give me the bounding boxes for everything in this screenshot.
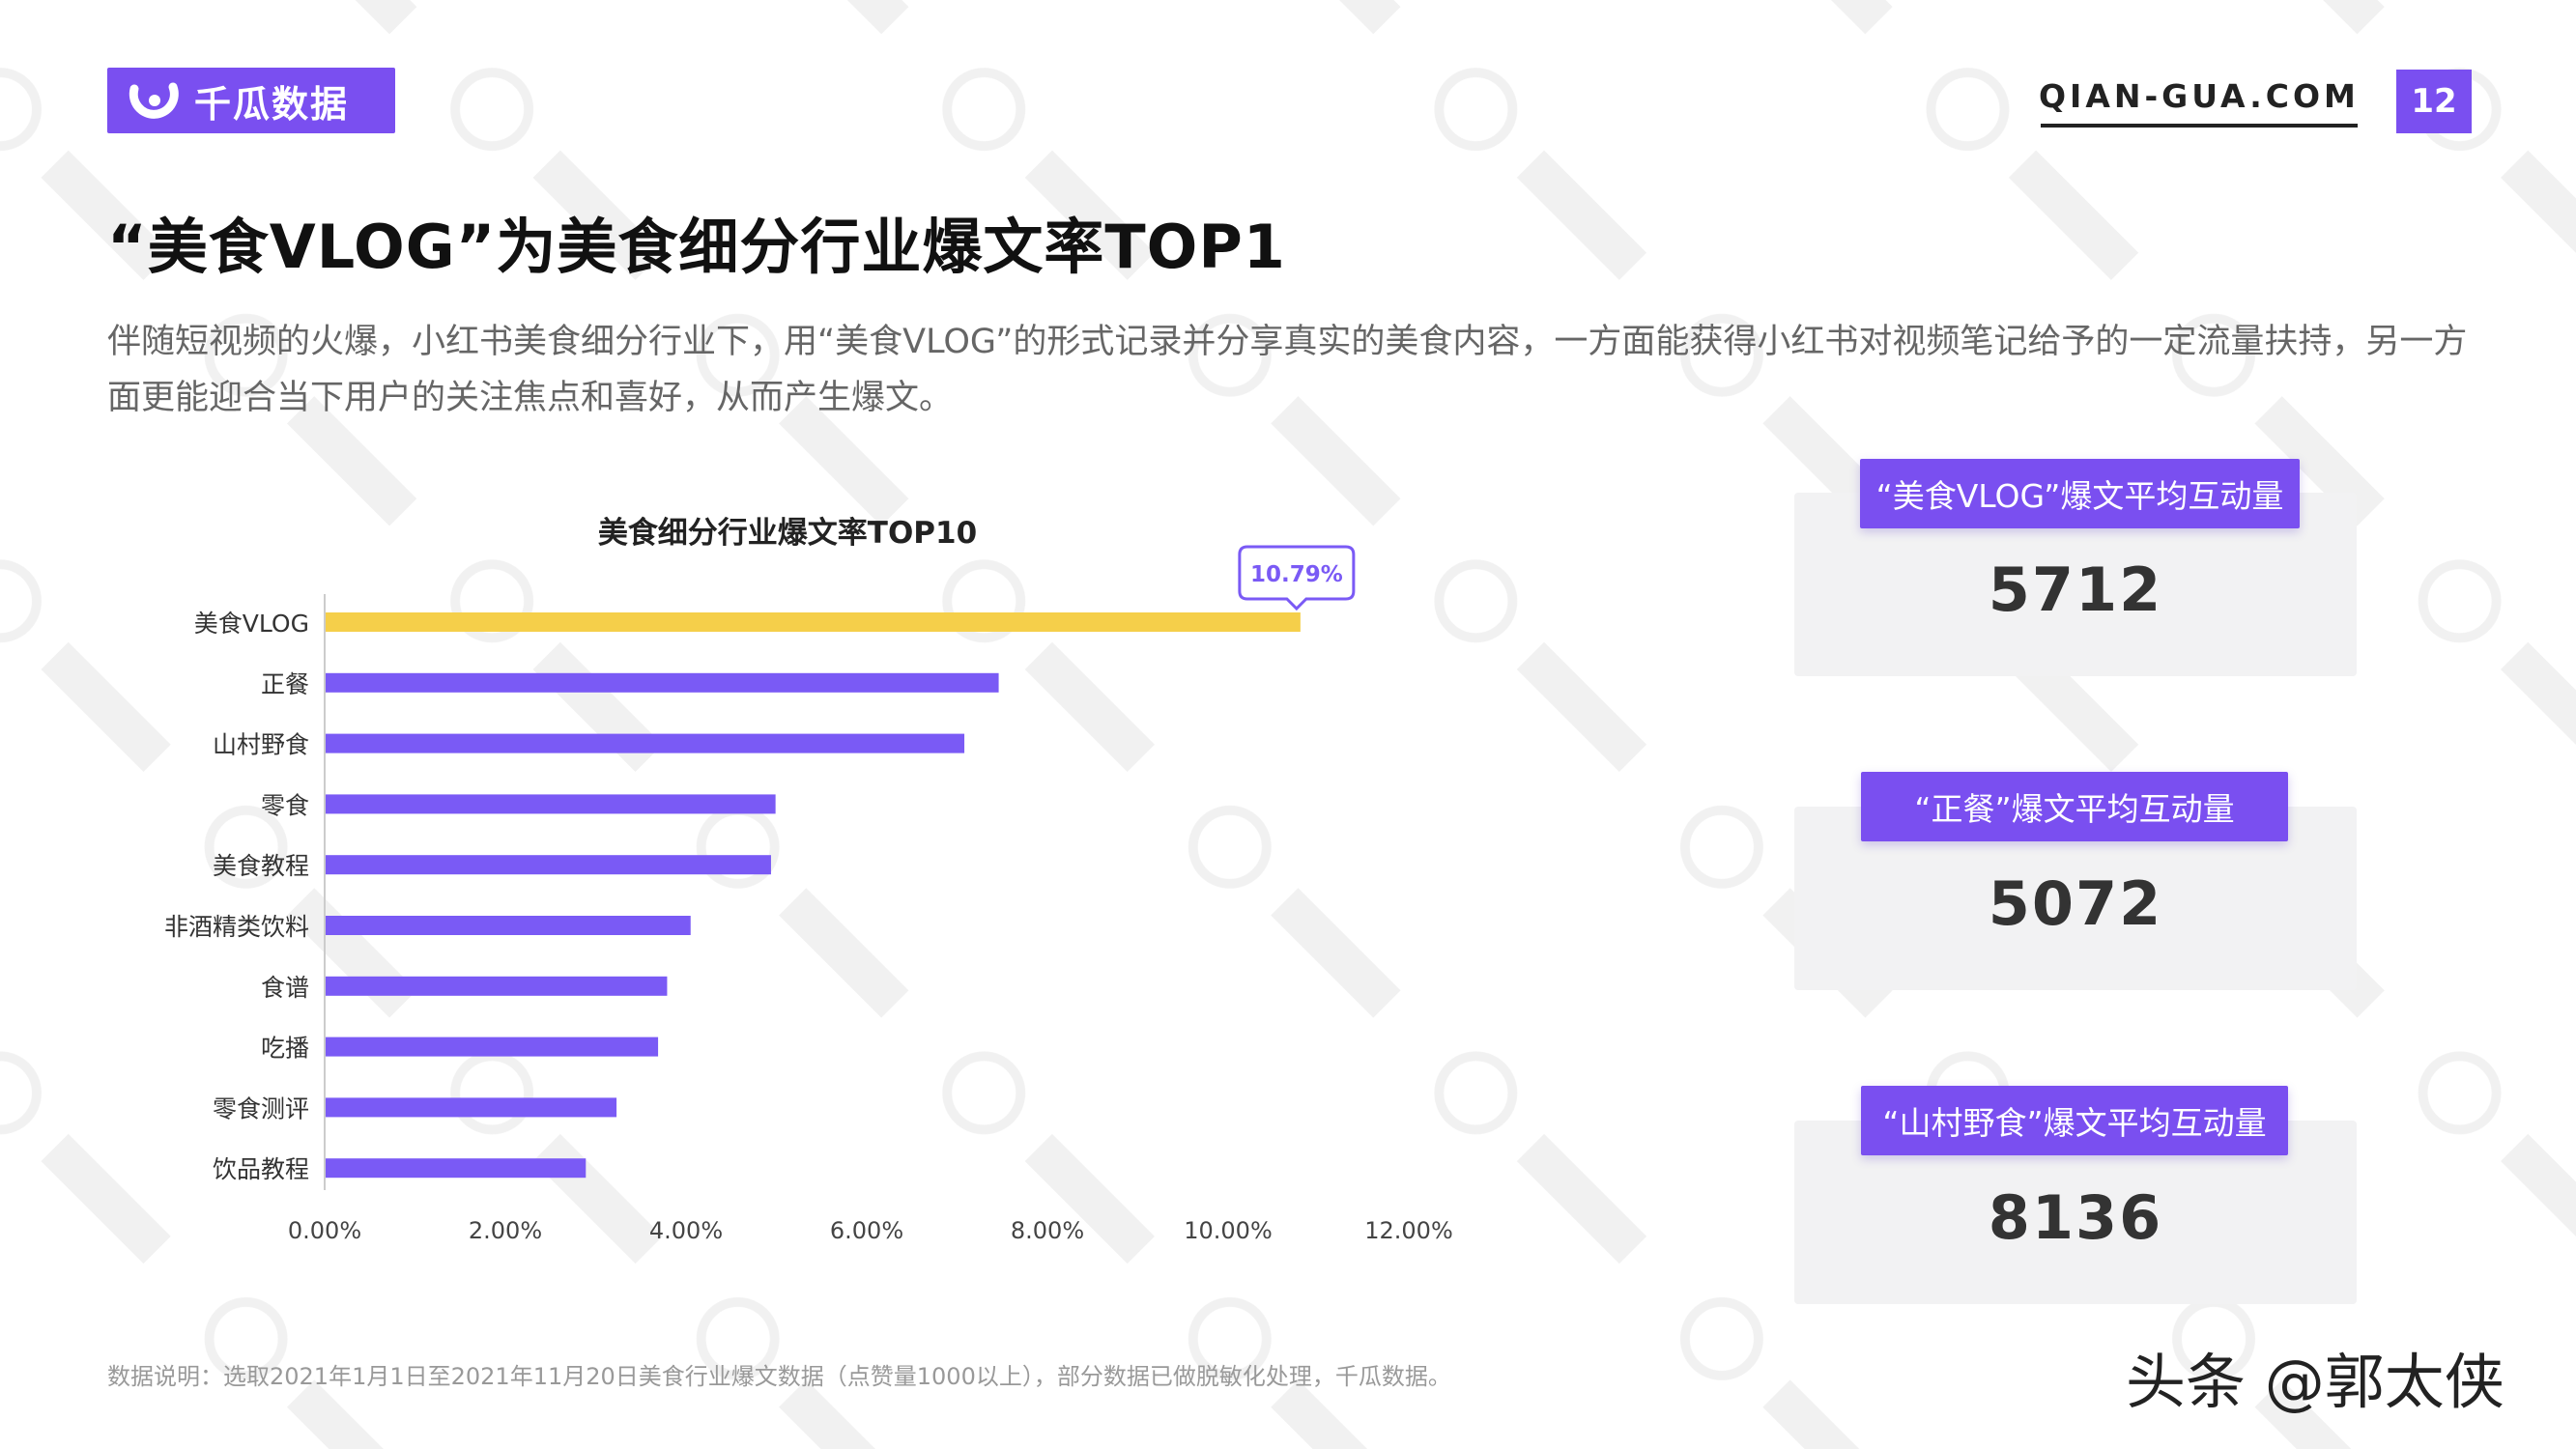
category-label-7: 食谱	[261, 974, 309, 1002]
x-tick-label-7: 12.00%	[1364, 1217, 1453, 1244]
x-tick-label-3: 4.00%	[649, 1217, 723, 1244]
site-underline	[2041, 124, 2358, 128]
category-label-2: 正餐	[261, 670, 309, 698]
stat-card-2-label: “正餐”爆文平均互动量	[1861, 772, 2288, 841]
highlight-callout-label: 10.79%	[1250, 562, 1343, 587]
stat-card-3-value: 8136	[1988, 1182, 2163, 1253]
stat-card-1-value: 5712	[1988, 554, 2163, 625]
highlight-callout-box	[1238, 545, 1356, 611]
brand-name: 千瓜数据	[194, 82, 350, 126]
data-footnote: 数据说明：选取2021年1月1日至2021年11月20日美食行业爆文数据（点赞量…	[107, 1363, 1451, 1390]
bar-10	[326, 1158, 587, 1179]
category-label-8: 吃播	[261, 1035, 309, 1063]
bar-5	[326, 855, 771, 875]
stat-card-3-label: “山村野食”爆文平均互动量	[1861, 1086, 2288, 1155]
bar-chart: 美食细分行业爆文率TOP10 美食VLOG 正餐山村野食零食美食教程非酒精类饮料食…	[164, 516, 1453, 1244]
category-label-3: 山村野食	[213, 731, 309, 759]
x-tick-label-1: 0.00%	[288, 1217, 361, 1244]
site-url: QIAN-GUA.COM	[2039, 77, 2360, 115]
bar-2	[326, 672, 999, 693]
bar-6	[326, 916, 691, 935]
category-label-10: 饮品教程	[213, 1155, 309, 1183]
page-number: 12	[2396, 70, 2472, 133]
stat-card-2-value: 5072	[1988, 868, 2163, 939]
bar-7	[326, 976, 668, 996]
author-credit: 头条 @郭太侠	[2126, 1347, 2504, 1417]
category-label-5: 美食教程	[213, 852, 309, 880]
bar-1	[326, 612, 1301, 632]
chart-title: 美食细分行业爆文率TOP10	[598, 516, 977, 551]
bar-8	[326, 1037, 659, 1057]
category-label-9: 零食测评	[213, 1094, 309, 1122]
page-subtitle: 伴随短视频的火爆，小红书美食细分行业下，用“美食VLOG”的形式记录并分享真实的…	[107, 323, 2468, 417]
bar-3	[326, 733, 965, 753]
category-label-1: 美食VLOG	[194, 610, 309, 638]
x-tick-label-5: 8.00%	[1011, 1217, 1084, 1244]
page-title: “美食VLOG”为美食细分行业爆文率TOP1	[107, 212, 1286, 282]
brand-logo: 千瓜数据	[107, 68, 395, 133]
bar-9	[326, 1097, 617, 1118]
bar-4	[326, 794, 776, 814]
x-tick-label-4: 6.00%	[830, 1217, 903, 1244]
category-label-4: 零食	[261, 791, 309, 819]
category-label-6: 非酒精类饮料	[164, 913, 309, 941]
x-tick-label-6: 10.00%	[1184, 1217, 1273, 1244]
stat-card-1-label: “美食VLOG”爆文平均互动量	[1860, 459, 2300, 528]
x-tick-label-2: 2.00%	[469, 1217, 542, 1244]
brand-swirl-icon	[129, 82, 179, 119]
